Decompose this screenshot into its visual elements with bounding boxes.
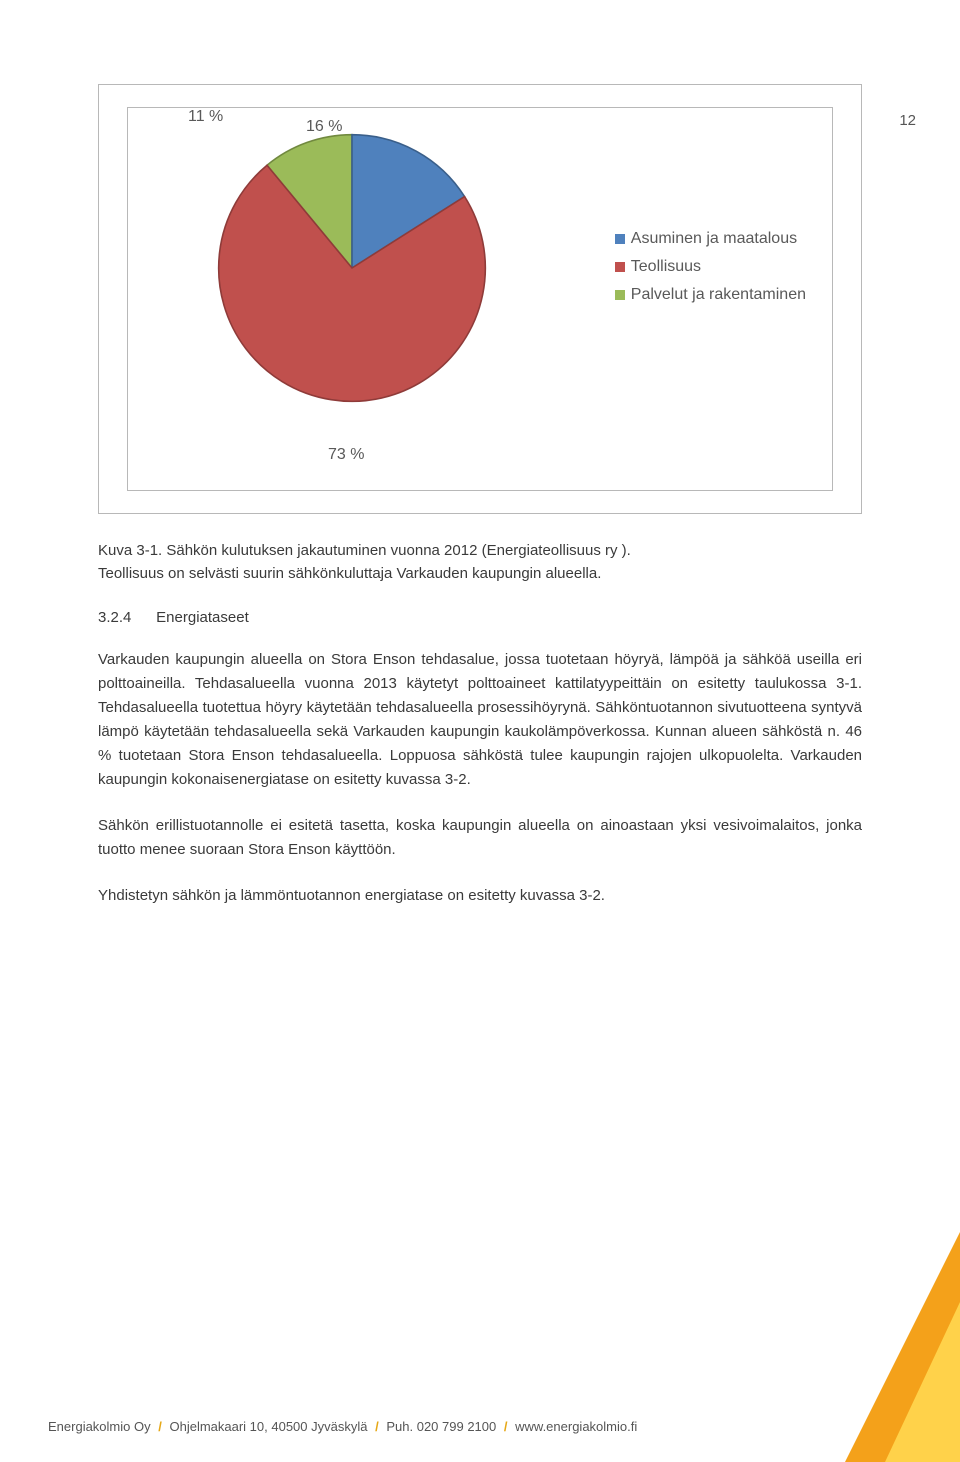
paragraph-3: Yhdistetyn sähkön ja lämmöntuotannon ene… xyxy=(98,884,862,908)
page-footer: Energiakolmio Oy / Ohjelmakaari 10, 4050… xyxy=(48,1419,637,1434)
legend-swatch-icon xyxy=(615,262,625,272)
legend-swatch-icon xyxy=(615,234,625,244)
legend-swatch-icon xyxy=(615,290,625,300)
legend-item: Asuminen ja maatalous xyxy=(615,230,806,248)
legend-item: Palvelut ja rakentaminen xyxy=(615,286,806,304)
page-number: 12 xyxy=(899,112,916,129)
footer-company: Energiakolmio Oy xyxy=(48,1419,151,1434)
footer-phone: Puh. 020 799 2100 xyxy=(386,1419,496,1434)
legend-label: Teollisuus xyxy=(631,258,701,276)
caption-line-2: Teollisuus on selvästi suurin sähkönkulu… xyxy=(98,565,601,582)
legend-label: Palvelut ja rakentaminen xyxy=(631,286,806,304)
slash-icon: / xyxy=(371,1419,383,1434)
legend-label: Asuminen ja maatalous xyxy=(631,230,797,248)
slash-icon: / xyxy=(500,1419,512,1434)
pie-label-11: 11 % xyxy=(188,108,223,126)
chart-legend: Asuminen ja maatalous Teollisuus Palvelut … xyxy=(615,230,806,314)
footer-url: www.energiakolmio.fi xyxy=(515,1419,637,1434)
section-heading: 3.2.4 Energiataseet xyxy=(98,609,862,626)
paragraph-1: Varkauden kaupungin alueella on Stora En… xyxy=(98,648,862,792)
paragraph-2: Sähkön erillistuotannolle ei esitetä tas… xyxy=(98,814,862,862)
chart-inner-frame: 11 % 16 % 73 % Asuminen ja maatalousTeol… xyxy=(127,107,833,491)
slash-icon: / xyxy=(154,1419,166,1434)
section-number: 3.2.4 xyxy=(98,609,152,626)
pie-label-73: 73 % xyxy=(328,446,364,464)
caption-line-1: Kuva 3-1. Sähkön kulutuksen jakautuminen… xyxy=(98,542,631,559)
pie-chart xyxy=(212,128,492,408)
corner-accent-icon xyxy=(790,1232,960,1462)
section-title: Energiataseet xyxy=(156,609,249,626)
chart-outer-frame: 11 % 16 % 73 % Asuminen ja maatalousTeol… xyxy=(98,84,862,514)
footer-address: Ohjelmakaari 10, 40500 Jyväskylä xyxy=(169,1419,367,1434)
legend-item: Teollisuus xyxy=(615,258,806,276)
figure-caption: Kuva 3-1. Sähkön kulutuksen jakautuminen… xyxy=(98,540,862,585)
page: 12 11 % 16 % 73 % Asuminen ja maatalousT… xyxy=(0,84,960,1462)
